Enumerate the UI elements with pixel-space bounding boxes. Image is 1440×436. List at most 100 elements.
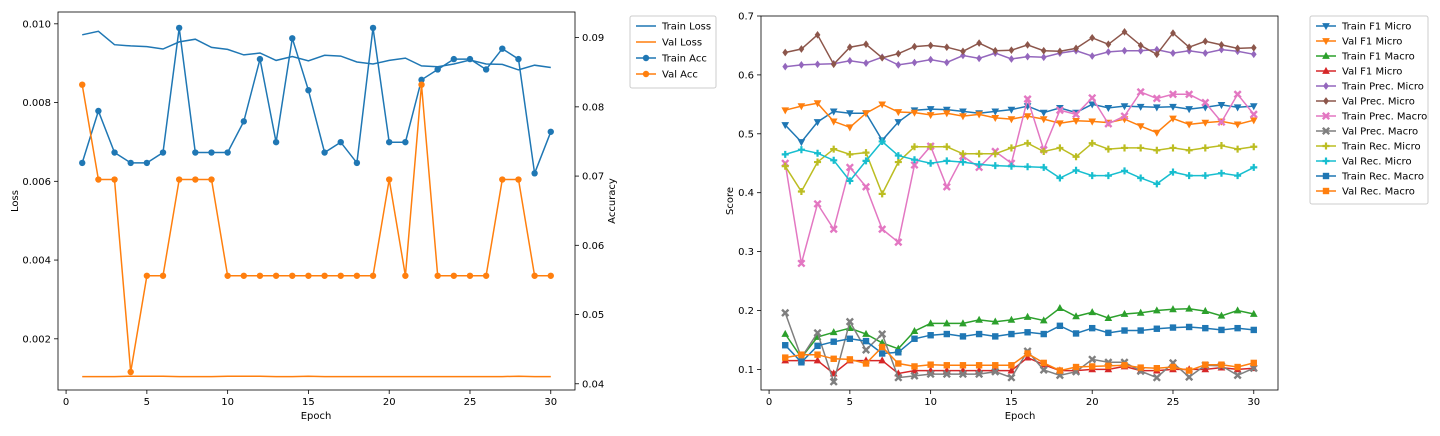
data-point xyxy=(451,56,457,62)
y2-tick-label: 0.04 xyxy=(582,379,604,390)
data-point xyxy=(531,170,537,176)
legend-marker xyxy=(643,71,649,77)
data-point xyxy=(111,176,117,182)
data-point xyxy=(782,342,788,348)
legend-label: Val Prec. Macro xyxy=(1342,127,1418,138)
data-point xyxy=(370,273,376,279)
data-point xyxy=(960,362,966,368)
data-point xyxy=(1105,363,1111,369)
data-point xyxy=(1186,367,1192,373)
data-point xyxy=(531,273,537,279)
data-point xyxy=(176,25,182,31)
y-tick-label: 0.002 xyxy=(22,334,51,345)
data-point xyxy=(1251,327,1257,333)
x-tick-label: 0 xyxy=(766,397,772,408)
data-point xyxy=(1186,324,1192,330)
y-tick-label: 0.006 xyxy=(22,177,51,188)
data-point xyxy=(1234,325,1240,331)
data-point xyxy=(863,338,869,344)
data-point xyxy=(847,336,853,342)
legend-marker xyxy=(1323,188,1329,194)
y-tick-label: 0.008 xyxy=(22,98,51,109)
legend-label: Train F1 Macro xyxy=(1341,52,1415,63)
right-y-axis-label: Score xyxy=(725,187,736,215)
data-point xyxy=(911,363,917,369)
legend-label: Train Rec. Macro xyxy=(1341,172,1424,183)
legend-label: Val Rec. Micro xyxy=(1342,157,1412,168)
x-tick-label: 5 xyxy=(144,397,150,408)
data-point xyxy=(927,361,933,367)
data-point xyxy=(1170,364,1176,370)
data-point xyxy=(1057,367,1063,373)
data-point xyxy=(257,273,263,279)
x-tick-label: 15 xyxy=(1005,397,1018,408)
left-plot-area xyxy=(58,12,575,390)
data-point xyxy=(273,273,279,279)
data-point xyxy=(1170,324,1176,330)
data-point xyxy=(305,87,311,93)
data-point xyxy=(814,351,820,357)
data-point xyxy=(976,331,982,337)
y-tick-label: 0.4 xyxy=(738,188,754,199)
data-point xyxy=(499,45,505,51)
data-point xyxy=(1251,360,1257,366)
data-point xyxy=(831,339,837,345)
data-point xyxy=(1041,331,1047,337)
data-point xyxy=(1154,326,1160,332)
data-point xyxy=(1041,360,1047,366)
data-point xyxy=(1121,327,1127,333)
y2-tick-label: 0.06 xyxy=(582,241,604,252)
legend-label: Train Acc xyxy=(661,54,707,65)
data-point xyxy=(1057,323,1063,329)
data-point xyxy=(814,343,820,349)
data-point xyxy=(798,359,804,365)
data-point xyxy=(911,336,917,342)
y2-tick-label: 0.08 xyxy=(582,102,604,113)
x-tick-label: 0 xyxy=(63,397,69,408)
legend-label: Train Loss xyxy=(661,22,711,33)
data-point xyxy=(176,176,182,182)
legend-label: Train Prec. Macro xyxy=(1341,112,1427,123)
data-point xyxy=(1137,327,1143,333)
data-point xyxy=(128,369,134,375)
data-point xyxy=(95,108,101,114)
data-point xyxy=(863,360,869,366)
data-point xyxy=(370,25,376,31)
data-point xyxy=(515,176,521,182)
data-point xyxy=(144,160,150,166)
data-point xyxy=(434,273,440,279)
y2-tick-label: 0.09 xyxy=(582,33,604,44)
data-point xyxy=(79,160,85,166)
data-point xyxy=(1202,361,1208,367)
data-point xyxy=(831,356,837,362)
data-point xyxy=(224,149,230,155)
data-point xyxy=(160,149,166,155)
data-point xyxy=(208,176,214,182)
x-tick-label: 20 xyxy=(383,397,396,408)
data-point xyxy=(1024,350,1030,356)
data-point xyxy=(160,273,166,279)
data-point xyxy=(1008,331,1014,337)
data-point xyxy=(1024,329,1030,335)
data-point xyxy=(402,273,408,279)
left-secondary-y-axis-ticks: 0.040.050.060.070.080.09 xyxy=(575,33,604,390)
data-point xyxy=(499,176,505,182)
data-point xyxy=(847,356,853,362)
x-tick-label: 25 xyxy=(464,397,477,408)
y-tick-label: 0.3 xyxy=(738,247,754,258)
data-point xyxy=(386,139,392,145)
data-point xyxy=(879,350,885,356)
data-point xyxy=(321,273,327,279)
data-point xyxy=(208,149,214,155)
data-point xyxy=(241,118,247,124)
right-x-axis-label: Epoch xyxy=(1005,411,1036,422)
x-tick-label: 30 xyxy=(544,397,557,408)
data-point xyxy=(1089,325,1095,331)
data-point xyxy=(1073,330,1079,336)
x-tick-label: 15 xyxy=(302,397,315,408)
